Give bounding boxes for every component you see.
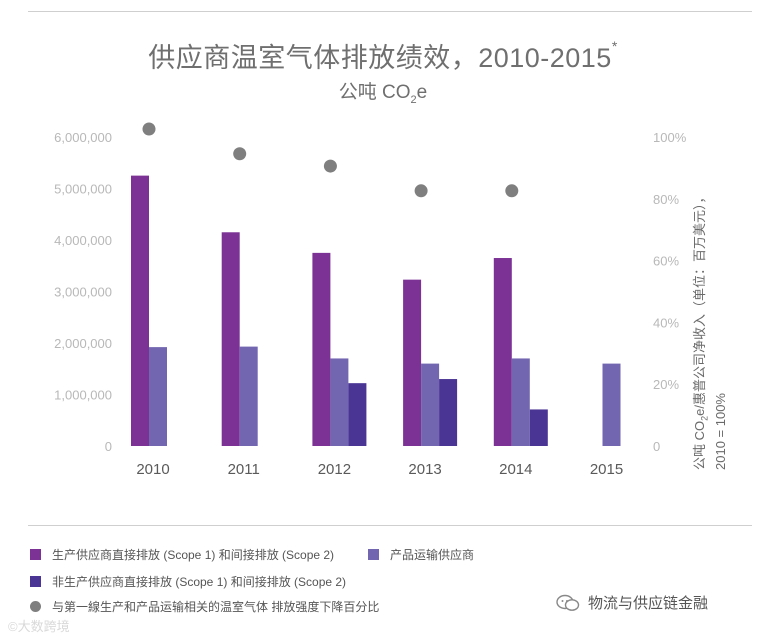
watermark-text: 物流与供应链金融	[588, 595, 709, 612]
x-axis-tick-label: 2014	[499, 461, 532, 478]
legend-item-intensity: 与第一線生产和产品运输相关的温室气体 排放强度下降百分比	[30, 598, 379, 615]
bar-2011-series-2	[239, 346, 258, 446]
left-axis-tick-label: 3,000,000	[54, 285, 112, 300]
bar-2012-series-1	[312, 252, 331, 446]
intensity-dot-2010	[142, 122, 156, 136]
x-axis-tick-label: 2015	[590, 461, 623, 478]
bar-2014-series-2	[511, 358, 530, 446]
right-axis-tick-label: 60%	[653, 254, 679, 269]
left-axis-tick-label: 6,000,000	[54, 130, 112, 145]
x-axis-tick-label: 2011	[228, 461, 260, 478]
legend-swatch	[30, 549, 41, 560]
intensity-dot-2012	[323, 159, 337, 173]
chart-subtitle: 公吨 CO2e	[338, 82, 428, 106]
legend-item-transport: 产品运输供应商	[368, 546, 474, 563]
left-axis-tick-label: 2,000,000	[54, 336, 112, 351]
legend-rule	[28, 525, 752, 526]
bar-2013-series-3	[439, 379, 458, 446]
left-axis-tick-label: 4,000,000	[54, 233, 112, 248]
watermark-left: ©大数跨境	[8, 619, 70, 634]
legend-label: 与第一線生产和产品运输相关的温室气体 排放强度下降百分比	[52, 600, 380, 614]
bar-chart: 0 1,000,000 2,000,000 3,000,000 4,000,000 5,0…	[54, 122, 687, 478]
top-rule	[28, 11, 752, 12]
bar-2010-series-1	[131, 175, 149, 446]
watermark-wechat: 物流与供应链金融	[556, 592, 708, 613]
left-axis-tick-label: 1,000,000	[54, 388, 112, 403]
bar-2015-series-2	[602, 363, 621, 446]
bar-2013-series-2	[421, 363, 440, 446]
legend-swatch	[30, 576, 41, 587]
right-axis-tick-label: 80%	[653, 192, 679, 207]
right-axis-tick-label: 100%	[653, 130, 687, 145]
bar-2012-series-3	[348, 383, 367, 446]
legend-dot	[30, 601, 41, 612]
chart-title: 供应商温室气体排放绩效，2010-2015*	[148, 38, 618, 73]
intensity-dot-2011	[233, 147, 247, 161]
bar-2010-series-2	[149, 347, 167, 446]
bar-2013-series-1	[403, 279, 422, 446]
x-axis-tick-label: 2013	[408, 461, 441, 478]
legend-item-nonmanufacturing: 非生产供应商直接排放 (Scope 1) 和间接排放 (Scope 2)	[30, 573, 346, 590]
x-axis-tick-label: 2010	[136, 461, 169, 478]
legend-label: 产品运输供应商	[390, 548, 475, 562]
legend-label: 非生产供应商直接排放 (Scope 1) 和间接排放 (Scope 2)	[52, 575, 347, 589]
right-axis-tick-label: 40%	[653, 315, 679, 330]
intensity-dot-2013	[414, 184, 428, 198]
bar-2012-series-2	[330, 358, 349, 446]
x-axis-tick-label: 2012	[318, 461, 351, 478]
legend-item-manufacturing: 生产供应商直接排放 (Scope 1) 和间接排放 (Scope 2)	[30, 546, 334, 563]
bar-2011-series-1	[221, 232, 240, 446]
wechat-icon	[556, 594, 580, 611]
right-axis-tick-label: 0	[653, 439, 660, 454]
legend-label: 生产供应商直接排放 (Scope 1) 和间接排放 (Scope 2)	[52, 548, 335, 562]
legend-swatch	[368, 549, 379, 560]
left-axis-tick-label: 0	[105, 439, 112, 454]
right-axis-tick-label: 20%	[653, 377, 679, 392]
intensity-dot-2014	[505, 184, 519, 198]
bar-2014-series-3	[529, 409, 548, 446]
bar-2014-series-1	[493, 258, 512, 446]
left-axis-tick-label: 5,000,000	[54, 182, 112, 197]
